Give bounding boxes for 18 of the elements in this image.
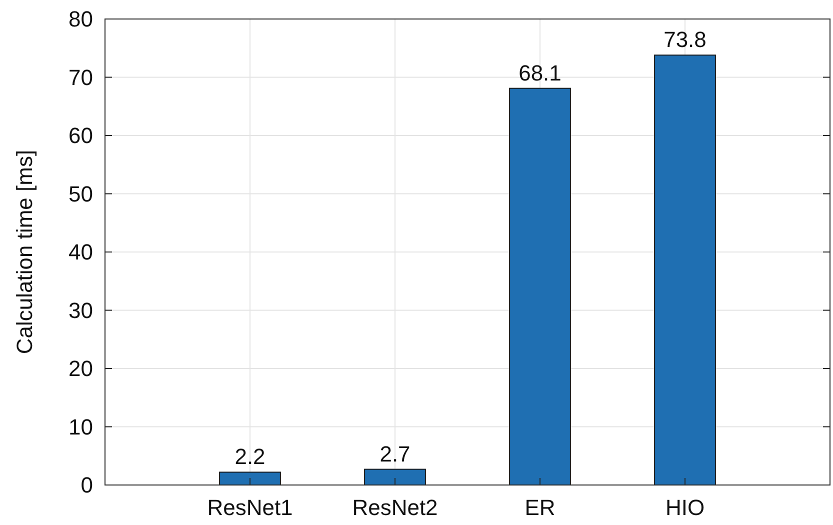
y-axis-title: Calculation time [ms]: [12, 150, 37, 354]
y-tick-label: 70: [68, 64, 93, 90]
data-label: 2.2: [234, 444, 266, 470]
y-tick-label: 20: [68, 356, 93, 382]
y-tick-label: 60: [68, 123, 93, 148]
data-label: 2.7: [380, 441, 410, 466]
y-tick-label: 40: [68, 240, 93, 265]
data-label: 68.1: [518, 60, 562, 86]
data-label: 73.8: [664, 27, 706, 52]
y-tick-label: 80: [68, 6, 93, 32]
y-tick-label: 50: [68, 181, 93, 206]
x-tick-label: HIO: [665, 495, 705, 520]
x-tick-label: ResNet2: [352, 495, 438, 520]
y-tick-label: 0: [80, 472, 93, 498]
y-tick-label: 30: [68, 298, 93, 323]
x-tick-label: ER: [524, 495, 556, 520]
x-tick-label: ResNet1: [207, 495, 293, 520]
y-tick-label: 10: [68, 414, 93, 440]
